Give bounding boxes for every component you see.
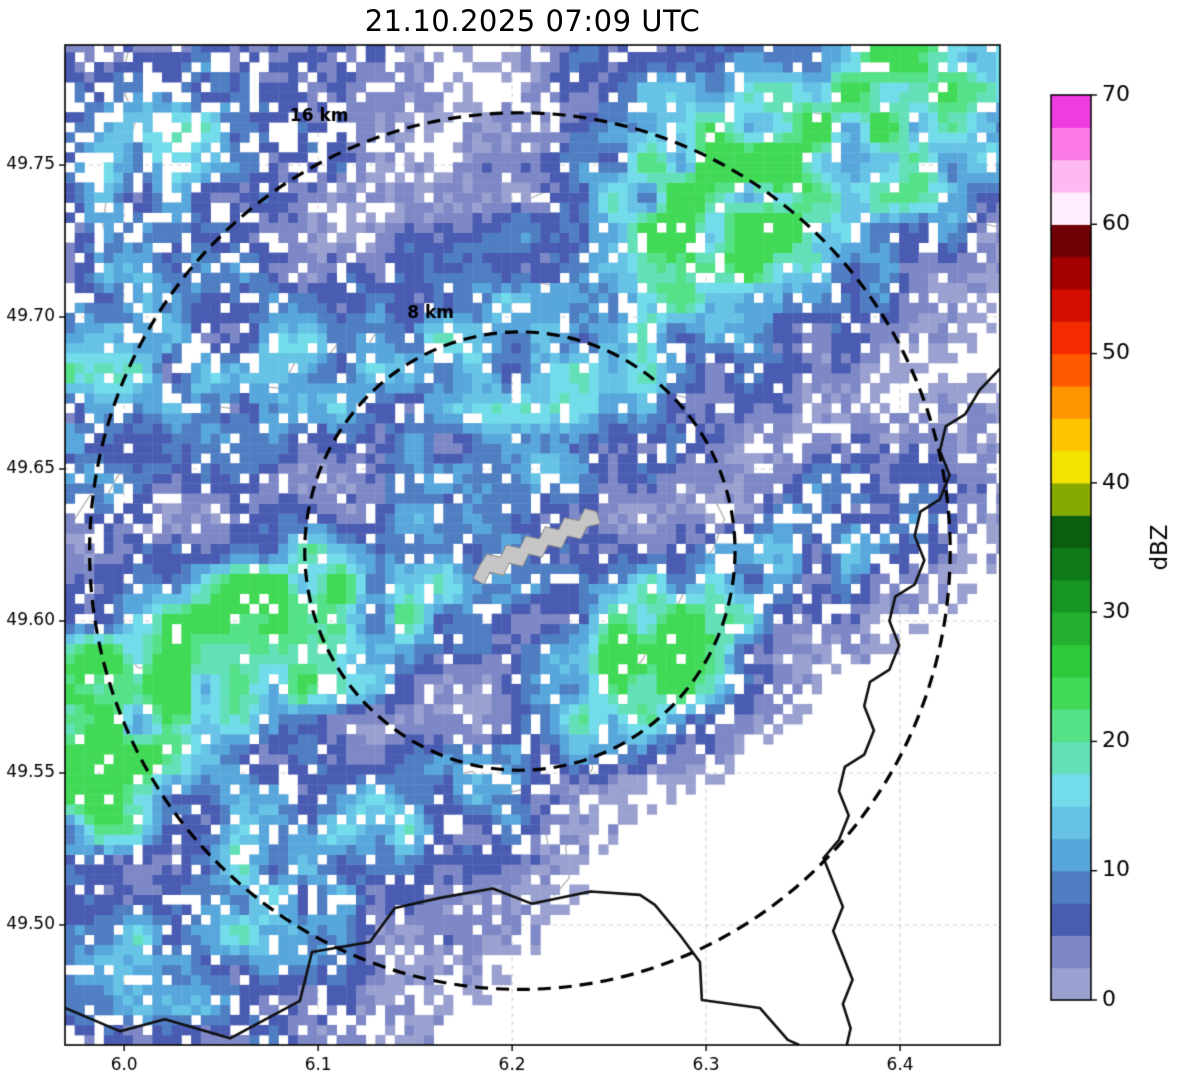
chart-title: 21.10.2025 07:09 UTC bbox=[364, 4, 701, 38]
